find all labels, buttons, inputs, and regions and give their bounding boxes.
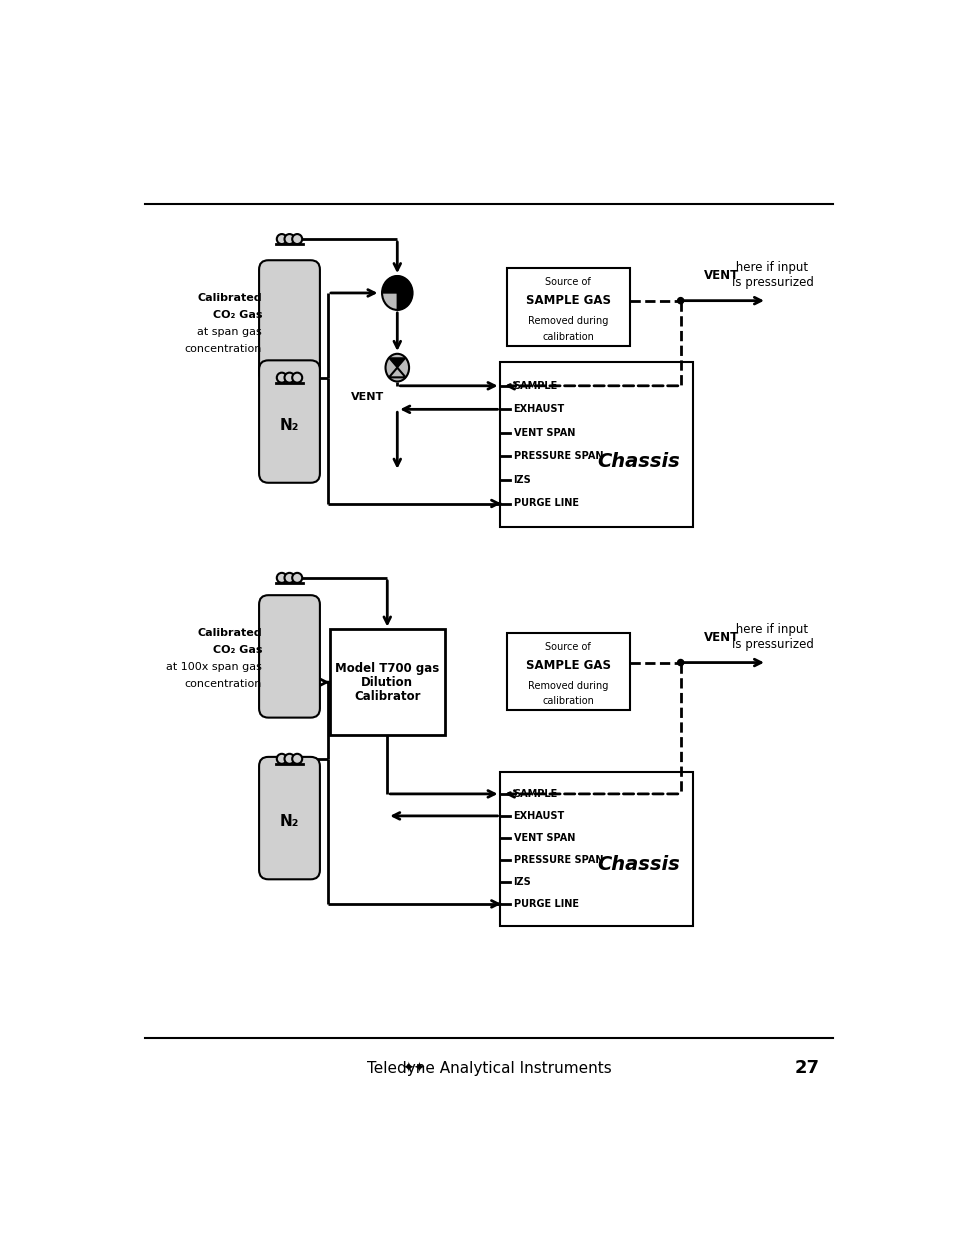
Text: IZS: IZS xyxy=(513,475,531,485)
Text: VENT SPAN: VENT SPAN xyxy=(513,427,575,438)
Circle shape xyxy=(292,573,302,583)
Bar xyxy=(500,362,692,527)
Text: SAMPLE: SAMPLE xyxy=(513,380,558,390)
Circle shape xyxy=(276,753,287,763)
Bar xyxy=(506,634,629,710)
Circle shape xyxy=(292,373,302,383)
Text: calibration: calibration xyxy=(541,332,594,342)
Text: Chassis: Chassis xyxy=(598,855,679,874)
Text: Source of: Source of xyxy=(545,642,591,652)
Bar xyxy=(506,268,629,346)
Circle shape xyxy=(292,753,302,763)
Circle shape xyxy=(284,373,294,383)
Polygon shape xyxy=(396,275,412,293)
Polygon shape xyxy=(389,358,405,368)
Text: Source of: Source of xyxy=(545,277,591,287)
Text: at span gas: at span gas xyxy=(197,327,262,337)
Text: Calibrated: Calibrated xyxy=(197,629,262,638)
Circle shape xyxy=(276,573,287,583)
Text: Model T700 gas: Model T700 gas xyxy=(335,662,439,674)
Circle shape xyxy=(292,235,302,245)
Text: at 100x span gas: at 100x span gas xyxy=(166,662,262,672)
Polygon shape xyxy=(396,293,412,310)
Circle shape xyxy=(677,298,683,304)
Text: PURGE LINE: PURGE LINE xyxy=(513,899,578,909)
Text: VENT SPAN: VENT SPAN xyxy=(513,832,575,844)
Text: IZS: IZS xyxy=(513,877,531,887)
FancyBboxPatch shape xyxy=(259,595,319,718)
Polygon shape xyxy=(382,275,396,293)
Text: Dilution: Dilution xyxy=(361,676,413,689)
Text: concentration: concentration xyxy=(185,679,262,689)
Text: VENT: VENT xyxy=(703,269,739,282)
Circle shape xyxy=(276,235,287,245)
Text: ✦✦: ✦✦ xyxy=(402,1061,425,1076)
Text: PRESSURE SPAN: PRESSURE SPAN xyxy=(513,452,602,462)
Text: Removed during: Removed during xyxy=(528,680,608,690)
Bar xyxy=(500,772,692,926)
Text: here if input
is pressurized: here if input is pressurized xyxy=(732,262,813,289)
Circle shape xyxy=(276,373,287,383)
Text: here if input
is pressurized: here if input is pressurized xyxy=(732,624,813,651)
Text: EXHAUST: EXHAUST xyxy=(513,404,564,414)
Text: EXHAUST: EXHAUST xyxy=(513,811,564,821)
Text: Calibrated: Calibrated xyxy=(197,294,262,304)
Text: N₂: N₂ xyxy=(279,417,299,433)
Text: Calibrator: Calibrator xyxy=(354,689,420,703)
Text: SAMPLE GAS: SAMPLE GAS xyxy=(525,659,610,672)
Text: SAMPLE GAS: SAMPLE GAS xyxy=(525,294,610,308)
Text: PRESSURE SPAN: PRESSURE SPAN xyxy=(513,855,602,864)
Text: VENT: VENT xyxy=(351,391,384,401)
Text: VENT: VENT xyxy=(703,631,739,643)
Circle shape xyxy=(284,753,294,763)
Text: calibration: calibration xyxy=(541,697,594,706)
Text: N₂: N₂ xyxy=(279,814,299,830)
Text: CO₂ Gas: CO₂ Gas xyxy=(213,310,262,320)
Polygon shape xyxy=(389,368,405,378)
Text: concentration: concentration xyxy=(185,345,262,354)
Text: SAMPLE: SAMPLE xyxy=(513,789,558,799)
Circle shape xyxy=(284,235,294,245)
Text: PURGE LINE: PURGE LINE xyxy=(513,499,578,509)
Text: 27: 27 xyxy=(794,1060,819,1077)
Ellipse shape xyxy=(385,353,409,382)
Text: Teledyne Analytical Instruments: Teledyne Analytical Instruments xyxy=(366,1061,611,1076)
FancyBboxPatch shape xyxy=(259,757,319,879)
Ellipse shape xyxy=(381,275,412,310)
FancyBboxPatch shape xyxy=(259,361,319,483)
Text: Chassis: Chassis xyxy=(598,452,679,471)
Circle shape xyxy=(677,659,683,666)
Text: Removed during: Removed during xyxy=(528,316,608,326)
Bar xyxy=(329,630,444,735)
Text: CO₂ Gas: CO₂ Gas xyxy=(213,645,262,656)
Circle shape xyxy=(284,573,294,583)
FancyBboxPatch shape xyxy=(259,261,319,383)
